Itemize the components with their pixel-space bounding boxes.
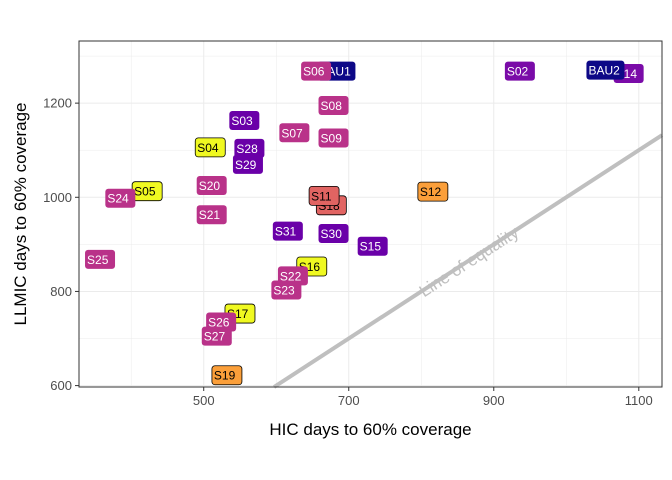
y-tick-label: 600 <box>50 378 72 393</box>
point-label: S23 <box>273 284 295 298</box>
x-axis-title: HIC days to 60% coverage <box>269 420 471 439</box>
point-s25: S25 <box>85 249 116 269</box>
panel-border <box>78 40 663 388</box>
point-marker <box>201 326 232 346</box>
point-s11: S11 <box>308 185 340 206</box>
point-marker <box>232 154 263 174</box>
point-s07: S07 <box>279 123 310 143</box>
point-marker <box>279 123 310 143</box>
point-label: S07 <box>281 126 303 140</box>
point-label: BAU2 <box>588 64 620 78</box>
point-label: S31 <box>275 225 297 239</box>
point-label: S06 <box>303 65 325 79</box>
point-label: S03 <box>231 114 253 128</box>
point-label: S21 <box>199 208 221 222</box>
point-label: S25 <box>87 253 109 267</box>
point-marker <box>196 205 227 225</box>
x-tick-label: 1100 <box>625 393 653 408</box>
point-marker <box>229 111 260 131</box>
point-marker <box>301 61 332 81</box>
point-marker <box>357 236 388 256</box>
line-of-equality <box>272 133 664 389</box>
point-s23: S23 <box>271 280 302 300</box>
point-marker <box>308 185 340 206</box>
point-label: S05 <box>134 185 156 199</box>
x-tick-label: 500 <box>193 393 215 408</box>
point-s05: S05 <box>131 181 163 202</box>
point-marker <box>196 176 227 196</box>
point-s02: S02 <box>504 61 535 81</box>
point-s15: S15 <box>357 236 388 256</box>
point-s24: S24 <box>105 188 136 208</box>
point-marker <box>318 224 349 244</box>
point-label: S09 <box>321 131 343 145</box>
point-s12: S12 <box>417 181 449 202</box>
point-s20: S20 <box>196 176 227 196</box>
y-tick-label: 1200 <box>43 96 72 111</box>
point-marker <box>504 61 535 81</box>
point-label: S04 <box>197 141 219 155</box>
point-s30: S30 <box>318 224 349 244</box>
point-s03: S03 <box>229 111 260 131</box>
y-axis-title: LLMIC days to 60% coverage <box>11 102 30 325</box>
point-marker <box>417 181 449 202</box>
point-marker <box>105 188 136 208</box>
point-label: S26 <box>208 316 230 330</box>
point-marker <box>318 128 349 148</box>
point-s21: S21 <box>196 205 227 225</box>
point-label: S12 <box>420 185 442 199</box>
point-label: S28 <box>236 142 258 156</box>
point-bau2: BAU2 <box>586 60 625 80</box>
point-label: S15 <box>360 240 382 254</box>
y-tick-label: 1000 <box>43 190 72 205</box>
x-tick-label: 900 <box>483 393 505 408</box>
point-label: S11 <box>311 189 332 203</box>
point-label: S08 <box>321 99 343 113</box>
point-s19: S19 <box>211 365 243 386</box>
point-s06: S06 <box>301 61 332 81</box>
point-s04: S04 <box>194 137 226 158</box>
point-marker <box>272 221 303 241</box>
point-label: S24 <box>107 192 129 206</box>
point-s09: S09 <box>318 128 349 148</box>
point-label: S22 <box>280 269 302 283</box>
point-marker <box>586 60 625 80</box>
point-label: S30 <box>321 227 343 241</box>
point-s28: S28 <box>234 138 265 158</box>
point-marker <box>318 95 349 115</box>
point-s29: S29 <box>232 154 263 174</box>
point-marker <box>85 249 116 269</box>
x-tick-label: 700 <box>338 393 360 408</box>
point-s27: S27 <box>201 326 232 346</box>
point-marker <box>234 138 265 158</box>
point-marker <box>194 137 226 158</box>
point-label: S19 <box>214 369 236 383</box>
y-axis: 600 800 1000 1200 <box>43 96 79 393</box>
point-label: S02 <box>507 65 529 79</box>
point-s31: S31 <box>272 221 303 241</box>
grid <box>79 41 662 387</box>
x-axis: 500 700 900 1100 <box>193 387 653 408</box>
point-label: S29 <box>235 158 257 172</box>
point-marker <box>211 365 243 386</box>
point-s08: S08 <box>318 95 349 115</box>
point-label: S27 <box>204 330 226 344</box>
point-marker <box>271 280 302 300</box>
point-label: S20 <box>199 179 221 193</box>
y-tick-label: 800 <box>50 284 72 299</box>
